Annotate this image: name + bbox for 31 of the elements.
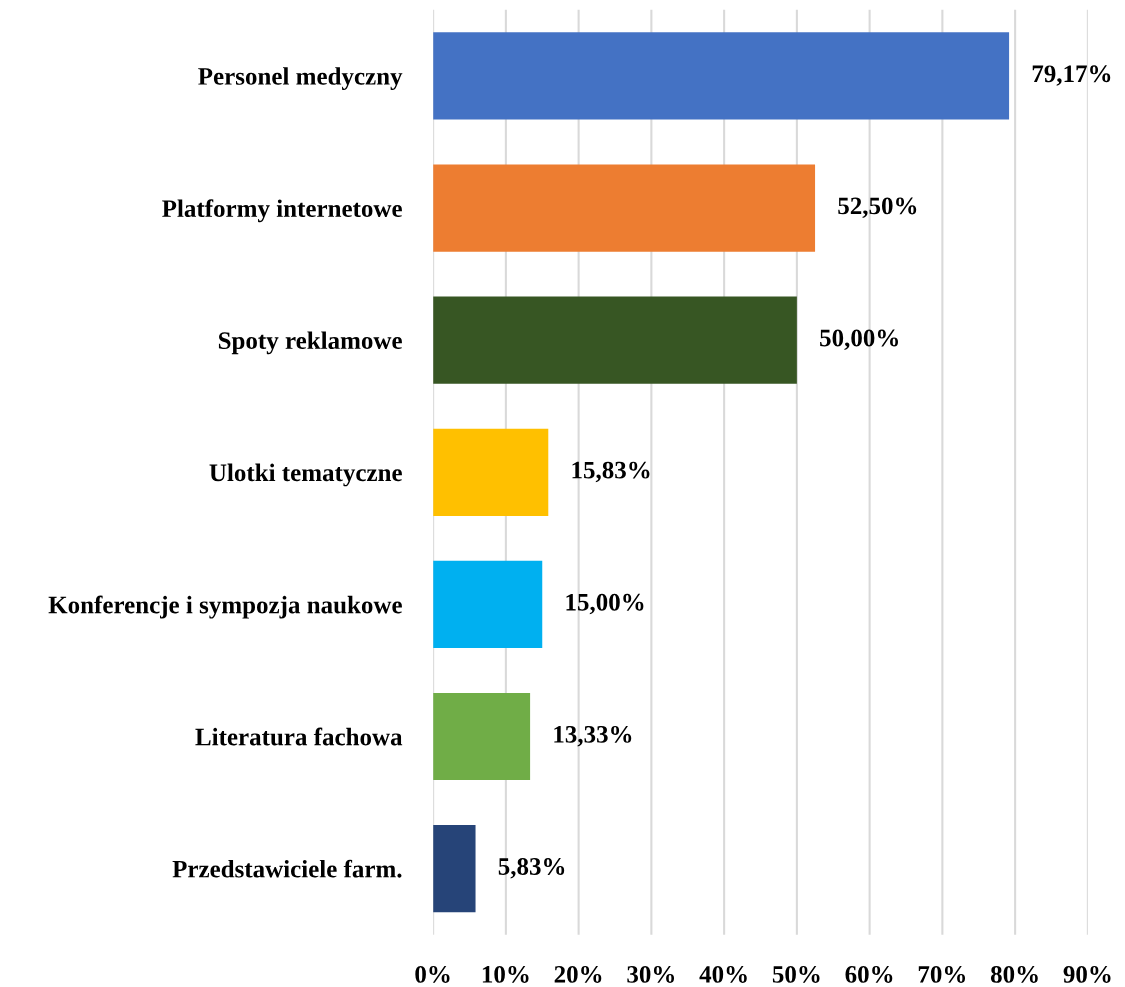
y-tick-label: Literatura fachowa [195,727,403,746]
data-label: 15,83% [572,461,650,483]
x-tick-label: 0% [415,965,450,983]
y-tick-label: Personel medyczny [198,67,403,90]
y-tick-label: Konferencje i sympozja naukowe [48,595,402,619]
y-tick-label: Spoty reklamowe [218,331,402,355]
data-label: 15,00% [566,593,644,615]
x-tick-label: 20% [554,965,602,983]
data-label: 13,33% [554,725,632,747]
y-tick-label: Ulotki tematyczne [209,463,402,487]
data-label: 52,50% [838,197,917,218]
data-label: 50,00% [820,329,898,351]
bar [433,560,543,648]
x-tick-label: 30% [627,965,675,983]
x-tick-label: 10% [482,965,529,983]
bar [433,692,531,781]
bar [433,296,797,384]
x-tick-label: 50% [772,965,820,983]
x-tick-label: 80% [990,965,1038,983]
x-tick-label: 70% [918,965,966,983]
bar [433,32,1010,120]
x-tick-label: 60% [845,965,893,983]
y-tick-label: Platformy internetowe [162,199,402,223]
x-tick-label: 40% [699,965,747,983]
y-tick-label: Przedstawiciele farm. [172,859,402,878]
bar [433,825,476,913]
bar [433,428,549,516]
bar [433,164,816,252]
x-tick-label: 90% [1063,965,1111,983]
data-label: 79,17% [1032,65,1111,86]
data-label: 5,83% [498,858,565,879]
